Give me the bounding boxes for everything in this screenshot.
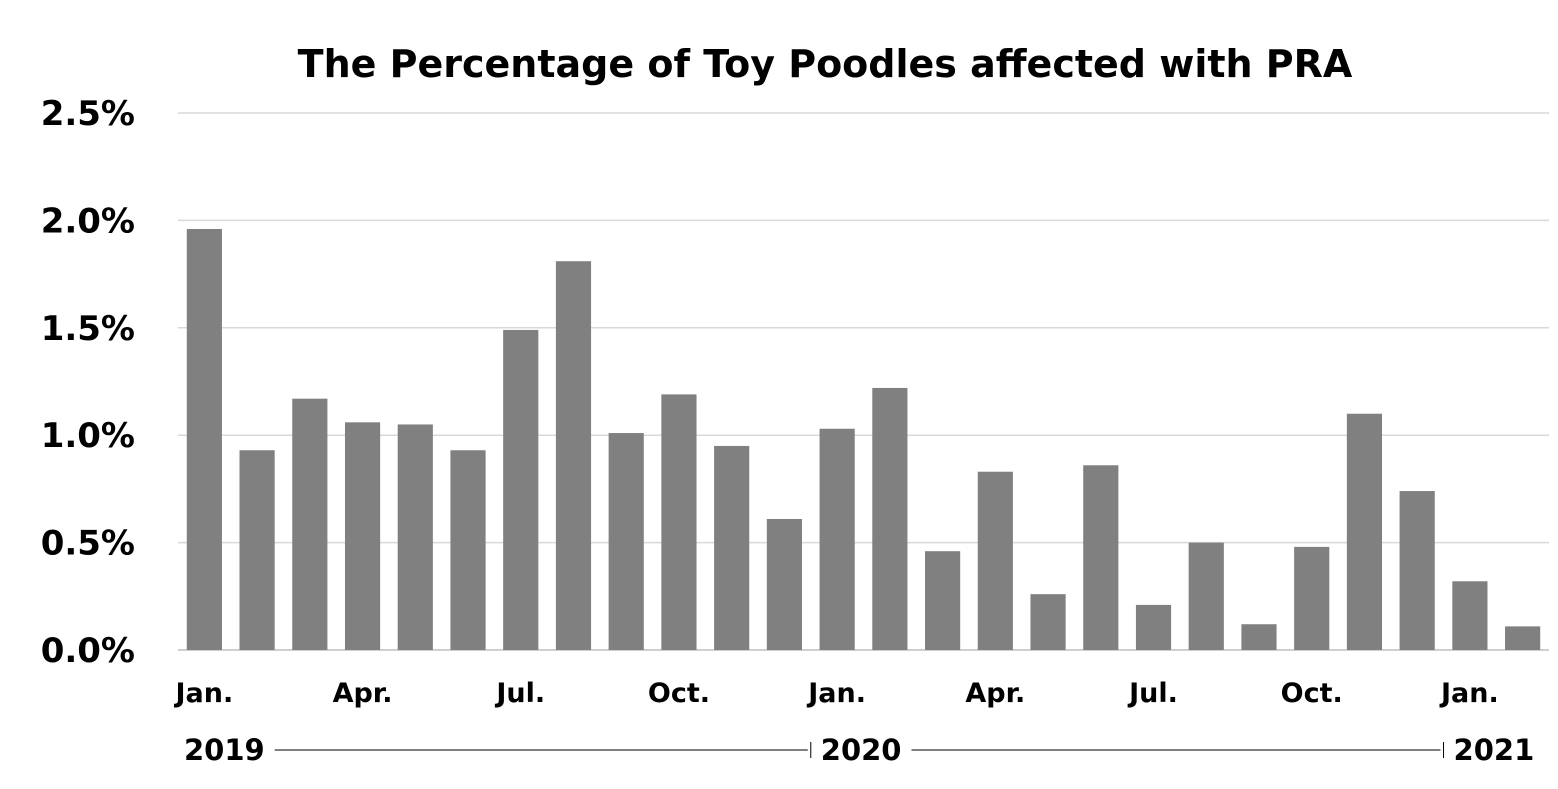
y-axis-tick-labels: 0.0% 0.5% 1.0% 1.5% 2.0% 2.5% xyxy=(41,94,135,671)
bar-2019-10 xyxy=(661,394,697,650)
x-month-label: Jan. xyxy=(1439,678,1499,709)
x-month-label: Jan. xyxy=(173,678,233,709)
y-tick-label: 1.5% xyxy=(41,309,135,349)
bar-2020-08 xyxy=(1188,542,1224,650)
x-month-label: Jan. xyxy=(806,678,866,709)
bar-2020-02 xyxy=(872,387,908,650)
bar-2020-05 xyxy=(1030,594,1066,650)
bar-2021-01 xyxy=(1452,581,1488,650)
x-axis-month-labels: Jan. Apr. Jul. Oct. Jan. Apr. Jul. Oct. Jan. xyxy=(173,678,1498,709)
bar-2020-01 xyxy=(819,428,855,650)
year-label: 2021 xyxy=(1454,733,1535,767)
bar-2019-02 xyxy=(239,450,275,650)
bar-2019-03 xyxy=(292,398,328,650)
bar-2021-02 xyxy=(1505,626,1541,650)
bar-2020-07 xyxy=(1135,604,1172,650)
x-month-label: Apr. xyxy=(333,678,393,709)
bar-2020-09 xyxy=(1241,624,1277,650)
y-tick-label: 0.0% xyxy=(41,631,135,671)
x-month-label: Jul. xyxy=(494,678,545,709)
bar-2019-07 xyxy=(503,329,539,650)
x-month-label: Jul. xyxy=(1127,678,1178,709)
gridlines xyxy=(178,112,1549,651)
bar-2020-04 xyxy=(977,471,1013,650)
y-tick-label: 1.0% xyxy=(41,416,135,456)
bar-2019-06 xyxy=(450,450,486,650)
bar-2020-06 xyxy=(1083,465,1119,650)
bar-2020-12 xyxy=(1399,491,1435,650)
bar-2020-10 xyxy=(1294,546,1330,650)
year-label: 2019 xyxy=(184,733,265,767)
x-month-label: Apr. xyxy=(965,678,1025,709)
bar-2020-03 xyxy=(925,551,961,650)
bar-2019-04 xyxy=(344,422,381,650)
bar-2020-11 xyxy=(1346,413,1383,650)
chart-title: The Percentage of Toy Poodles affected w… xyxy=(298,42,1353,86)
y-tick-label: 2.5% xyxy=(41,94,135,134)
x-month-label: Oct. xyxy=(648,678,710,709)
bars xyxy=(186,228,1541,650)
bar-2019-11 xyxy=(714,445,750,650)
bar-2019-09 xyxy=(608,433,644,650)
bar-2019-08 xyxy=(555,261,592,650)
x-axis-year-labels: 2019 2020 2021 xyxy=(184,733,1534,767)
y-tick-label: 0.5% xyxy=(41,524,135,564)
bar-2019-05 xyxy=(397,424,433,650)
year-label: 2020 xyxy=(821,733,902,767)
bar-2019-01 xyxy=(186,228,222,650)
x-month-label: Oct. xyxy=(1281,678,1343,709)
y-tick-label: 2.0% xyxy=(41,201,135,241)
bar-2019-12 xyxy=(766,518,802,650)
